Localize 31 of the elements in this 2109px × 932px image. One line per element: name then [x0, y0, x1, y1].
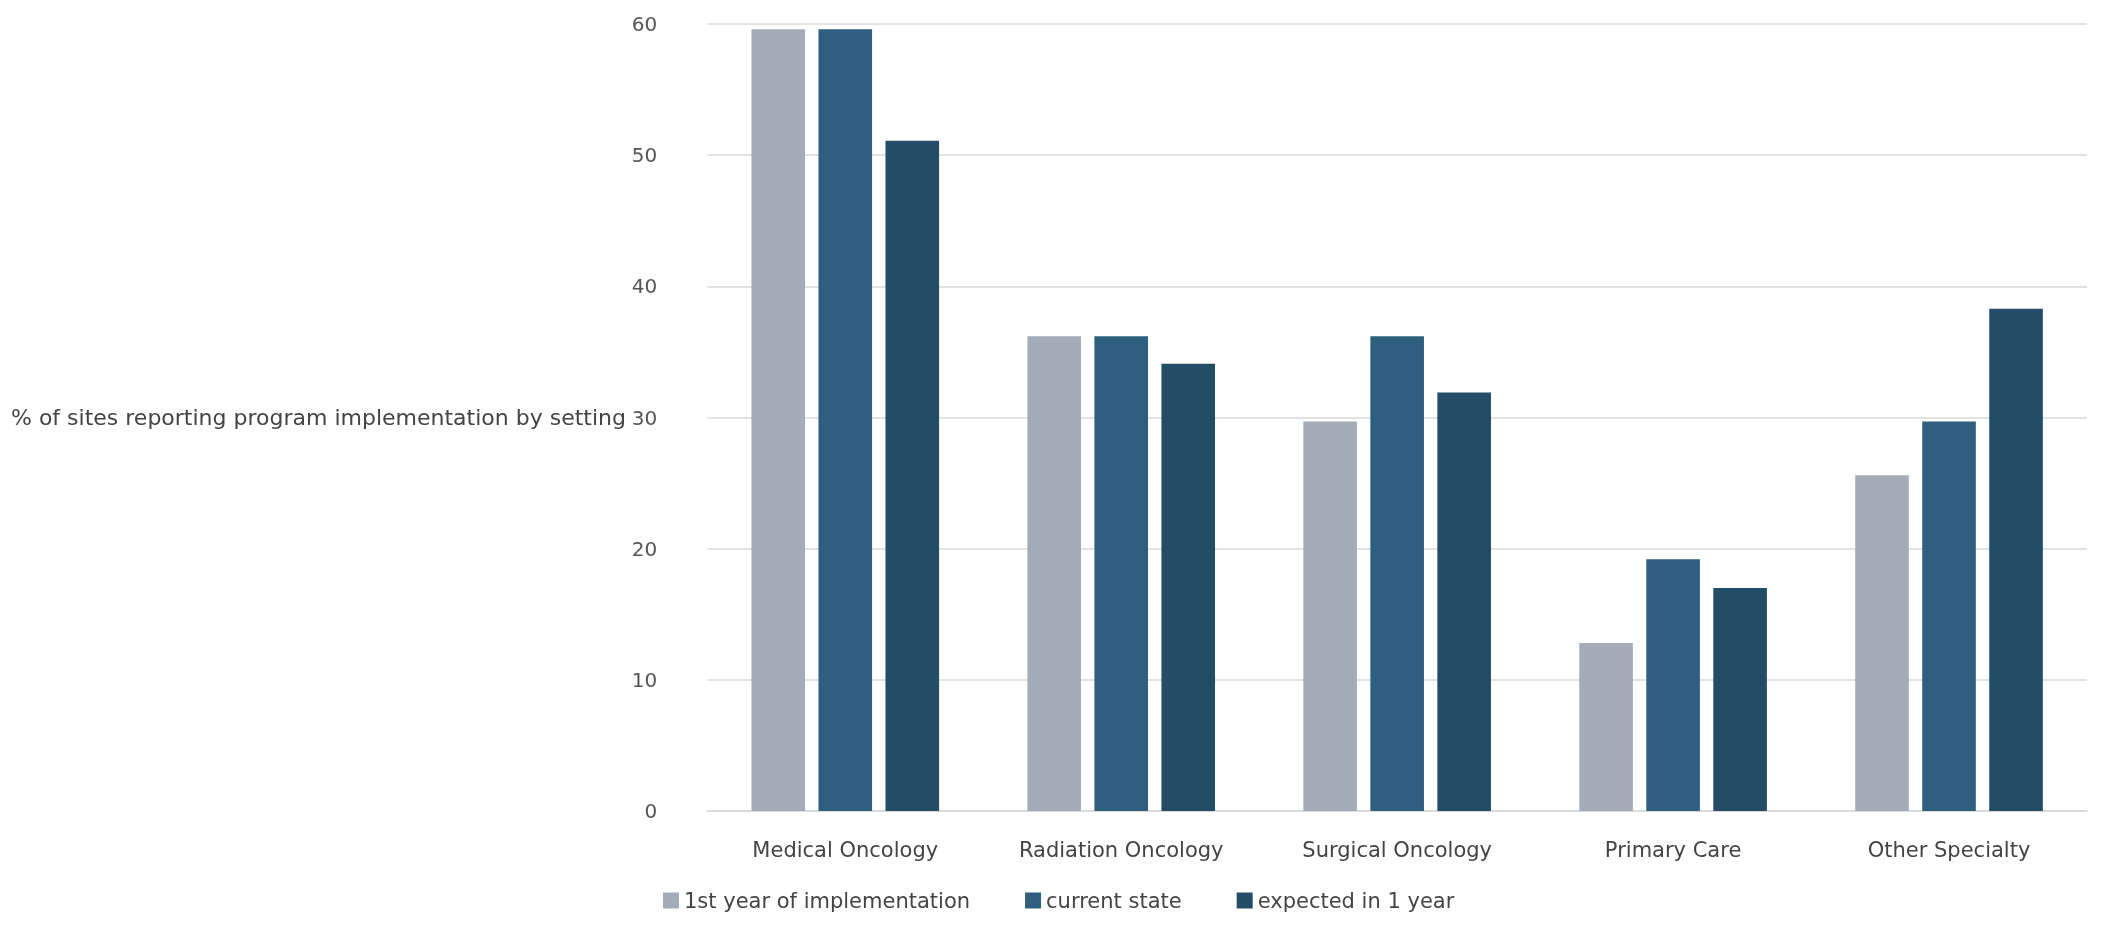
bar — [1989, 308, 2043, 811]
y-tick-label: 0 — [644, 799, 658, 823]
bar — [1646, 559, 1700, 811]
legend-label: 1st year of implementation — [684, 888, 971, 913]
y-tick-label: 60 — [631, 12, 658, 36]
x-tick-label: Medical Oncology — [752, 837, 939, 862]
legend-label: expected in 1 year — [1257, 888, 1455, 913]
bar — [818, 29, 873, 811]
bar — [1161, 363, 1216, 811]
y-tick-label: 10 — [631, 667, 658, 692]
y-tick-label: 30 — [631, 405, 658, 430]
bar — [1027, 336, 1081, 811]
y-tick-label: 40 — [631, 274, 658, 299]
bar — [1437, 392, 1491, 811]
x-tick-label: Surgical Oncology — [1302, 837, 1492, 862]
x-tick-label: Primary Care — [1604, 837, 1742, 862]
bar — [1094, 336, 1149, 811]
bar — [1579, 643, 1633, 811]
y-tick-label: 20 — [631, 536, 658, 561]
bar — [751, 29, 806, 811]
bar — [1855, 475, 1909, 811]
bar — [1713, 588, 1767, 811]
x-tick-label: Radiation Oncology — [1018, 837, 1224, 862]
y-axis-title: % of sites reporting program implementation by setting — [11, 405, 626, 430]
bar — [1922, 421, 1976, 811]
bar — [885, 140, 940, 811]
legend-label: current state — [1046, 888, 1182, 913]
bar — [1370, 336, 1424, 811]
y-tick-label: 50 — [631, 143, 658, 168]
bar — [1303, 421, 1357, 811]
x-tick-label: Other Specialty — [1867, 837, 2031, 862]
